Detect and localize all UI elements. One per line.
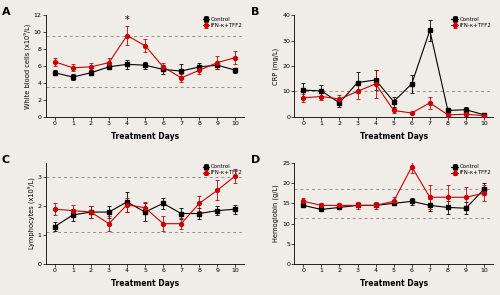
X-axis label: Treatment Days: Treatment Days (111, 132, 179, 140)
X-axis label: Treatment Days: Treatment Days (360, 279, 428, 288)
X-axis label: Treatment Days: Treatment Days (111, 279, 179, 288)
Legend: Control, IFN-κ+TFF2: Control, IFN-κ+TFF2 (450, 16, 492, 29)
Text: C: C (2, 155, 10, 165)
Y-axis label: Hemoglobin (g/L): Hemoglobin (g/L) (273, 185, 280, 242)
Y-axis label: White blood cells (x10⁹/L): White blood cells (x10⁹/L) (24, 23, 31, 109)
Text: D: D (250, 155, 260, 165)
Text: A: A (2, 7, 10, 17)
Legend: Control, IFN-κ+TFF2: Control, IFN-κ+TFF2 (450, 164, 492, 176)
X-axis label: Treatment Days: Treatment Days (360, 132, 428, 140)
Legend: Control, IFN-κ+TFF2: Control, IFN-κ+TFF2 (202, 16, 243, 29)
Y-axis label: Lymphocytes (x10⁹/L): Lymphocytes (x10⁹/L) (28, 178, 35, 250)
Legend: Control, IFN-κ+TFF2: Control, IFN-κ+TFF2 (202, 164, 243, 176)
Text: *: * (124, 14, 130, 24)
Text: B: B (250, 7, 259, 17)
Y-axis label: CRP (mg/L): CRP (mg/L) (273, 47, 280, 85)
